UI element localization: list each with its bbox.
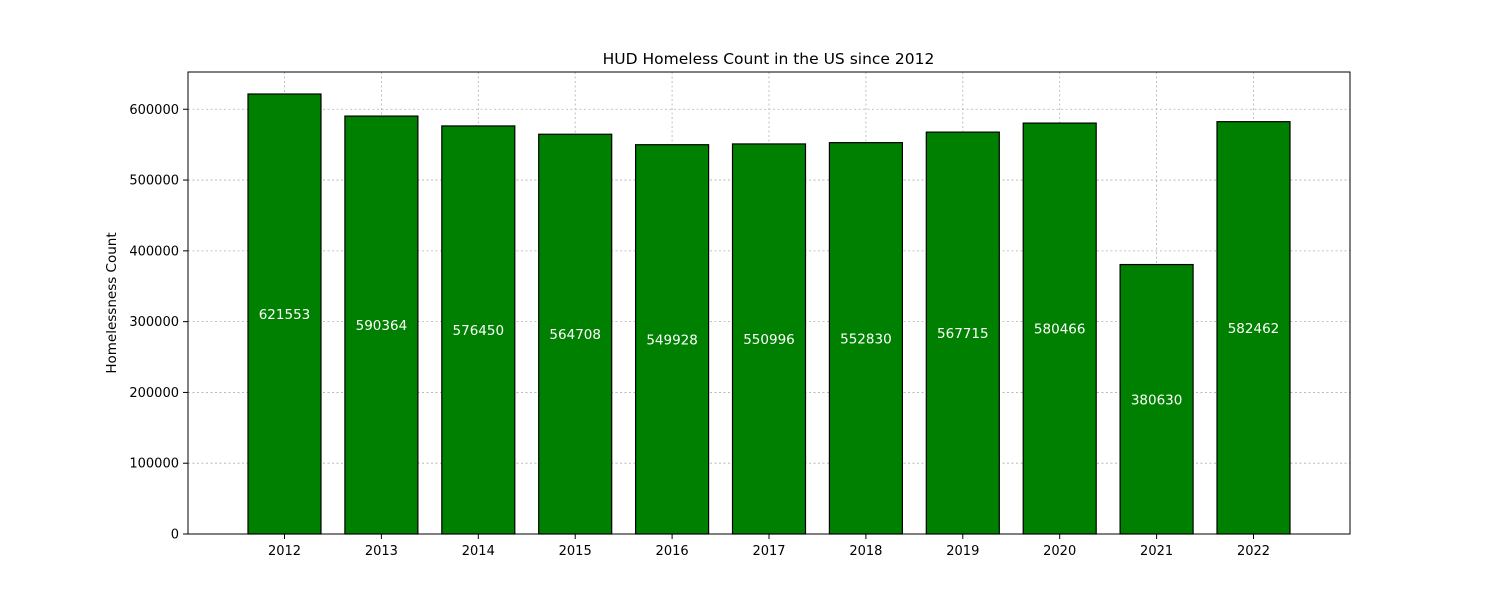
bar-2017 [731,143,807,535]
y-tick-label: 500000 [129,174,179,189]
y-tick-label: 400000 [129,244,179,259]
data-label-2020: 580466 [1034,322,1086,338]
data-label-2019: 567715 [937,326,989,342]
x-tick-label-2014: 2014 [462,544,495,559]
data-label-2021: 380630 [1131,392,1183,408]
bar-2018 [828,142,904,535]
bar-2015 [538,133,613,535]
x-tick-label-2019: 2019 [946,544,979,559]
y-tick-label: 100000 [129,457,179,472]
x-tick-label-2017: 2017 [752,544,785,559]
y-tick-label: 0 [171,528,179,543]
data-label-2018: 552830 [840,331,892,347]
bar-2020 [1022,122,1097,535]
data-label-2014: 576450 [453,323,505,339]
x-tick-label-2020: 2020 [1043,544,1076,559]
data-label-2012: 621553 [259,307,311,323]
data-labels: 621553 590364 576450 564708 549928 550996 5528… [259,307,1280,408]
data-label-2013: 590364 [356,318,408,334]
x-tick-label-2022: 2022 [1237,544,1270,559]
y-tick-label: 300000 [129,315,179,330]
x-tick-label-2012: 2012 [268,544,301,559]
x-tick-label-2013: 2013 [365,544,398,559]
bars [247,93,1291,535]
data-label-2017: 550996 [743,332,795,348]
x-tick-label-2015: 2015 [559,544,592,559]
bar-2012 [247,93,322,535]
y-axis-label: Homelessness Count [104,232,120,373]
bar-2013 [344,115,419,535]
x-tick-label-2016: 2016 [656,544,689,559]
y-tick-label: 600000 [129,103,179,118]
bar-2022 [1216,121,1291,535]
bar-2019 [925,131,1000,535]
axes: 2012 2013 2014 2015 2016 2017 2018 2019 2020 2021… [129,71,1351,559]
y-tick-label: 200000 [129,386,179,401]
data-label-2022: 582462 [1228,321,1280,337]
x-tick-label-2021: 2021 [1140,544,1173,559]
data-label-2016: 549928 [646,332,698,348]
chart-title: HUD Homeless Count in the US since 2012 [603,50,935,68]
data-label-2015: 564708 [549,327,601,343]
x-tick-label-2018: 2018 [849,544,882,559]
bar-2021 [1119,263,1194,535]
